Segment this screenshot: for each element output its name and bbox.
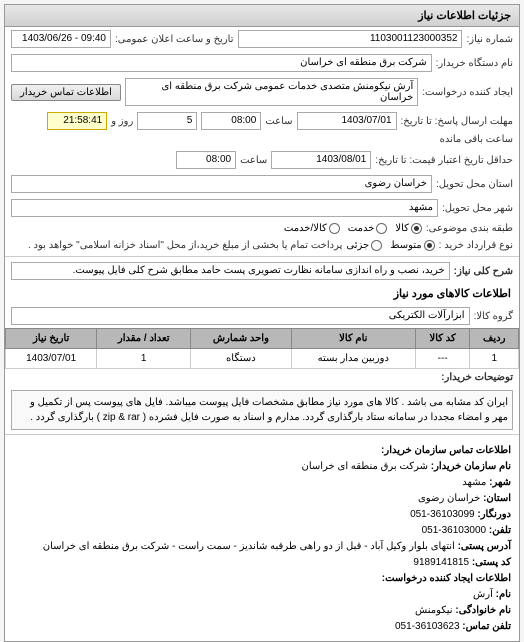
row-agreement-type: نوع قرارداد خرید : متوسط جزئی پرداخت تما… (5, 237, 519, 254)
radio-dot-icon (376, 223, 387, 234)
th-code: کد کالا (415, 329, 470, 349)
days-label: روز و (111, 116, 133, 127)
address: انتهای بلوار وکیل آباد - قبل از دو راهی … (43, 541, 455, 552)
table-row: 1 --- دوربین مدار بسته دستگاه 1 1403/07/… (6, 349, 519, 369)
row-need-title: شرح کلی نیاز: خرید، نصب و راه اندازی سام… (5, 259, 519, 283)
province-label: استان محل تحویل: (436, 179, 513, 190)
creator-phone: 36103623-051 (395, 621, 460, 632)
row-classification: طبقه بندی موضوعی: کالا خدمت کالا/خدمت (5, 220, 519, 237)
goods-table: ردیف کد کالا نام کالا واحد شمارش تعداد /… (5, 328, 519, 369)
contact-province-label: استان: (483, 493, 511, 504)
row-validity: حداقل تاریخ اعتبار قیمت: تا تاریخ: 1403/… (5, 148, 519, 172)
buyer-org-field: شرکت برق منطقه ای خراسان (11, 54, 432, 72)
response-time-field: 08:00 (201, 112, 261, 130)
response-time-label: ساعت (265, 116, 292, 127)
td-row: 1 (470, 349, 519, 369)
days-field: 5 (137, 112, 197, 130)
org-name-label: نام سازمان خریدار: (431, 461, 511, 472)
remaining-label: ساعت باقی مانده (440, 134, 513, 145)
fax-label: دورنگار: (477, 509, 511, 520)
request-number-field: 1103001123000352 (238, 30, 463, 48)
budget-label: طبقه بندی موضوعی: (426, 223, 513, 234)
creator-contact-title: اطلاعات ایجاد کننده درخواست: (13, 571, 511, 587)
row-description: توضیحات خریدار: (5, 369, 519, 386)
creator-field: آرش نیکومنش متصدی خدمات عمومی شرکت برق م… (125, 78, 418, 106)
creator-label: ایجاد کننده درخواست: (422, 87, 513, 98)
validity-time-label: ساعت (240, 155, 267, 166)
city-field: مشهد (11, 199, 438, 217)
name-label: نام: (496, 589, 511, 600)
contact-province: خراسان رضوی (418, 493, 480, 504)
fax: 36103099-051 (410, 509, 475, 520)
th-date: تاریخ نیاز (6, 329, 97, 349)
row-response-deadline: مهلت ارسال پاسخ: تا تاریخ: 1403/07/01 سا… (5, 109, 519, 148)
response-date-field: 1403/07/01 (297, 112, 397, 130)
lastname-label: نام خانوادگی: (455, 605, 511, 616)
request-number-label: شماره نیاز: (466, 34, 513, 45)
td-code: --- (415, 349, 470, 369)
description-label: توضیحات خریدار: (441, 372, 513, 383)
radio-dot-icon (411, 223, 422, 234)
agreement-radio-group: متوسط جزئی (346, 240, 434, 251)
td-unit: دستگاه (191, 349, 292, 369)
th-unit: واحد شمارش (191, 329, 292, 349)
row-request-number: شماره نیاز: 1103001123000352 تاریخ و ساع… (5, 27, 519, 51)
radio-khedmat[interactable]: خدمت (348, 223, 388, 234)
remaining-field: 21:58:41 (47, 112, 107, 130)
goods-section-title: اطلاعات کالاهای مورد نیاز (5, 283, 519, 304)
th-name: نام کالا (291, 329, 415, 349)
th-qty: تعداد / مقدار (97, 329, 191, 349)
table-header-row: ردیف کد کالا نام کالا واحد شمارش تعداد /… (6, 329, 519, 349)
contact-section: اطلاعات تماس سازمان خریدار: نام سازمان خ… (5, 437, 519, 641)
postal: 9189141815 (413, 557, 469, 568)
contact-buyer-button[interactable]: اطلاعات تماس خریدار (11, 84, 121, 101)
province-field: خراسان رضوی (11, 175, 432, 193)
row-buyer-org: نام دستگاه خریدار: شرکت برق منطقه ای خرا… (5, 51, 519, 75)
agreement-type-label: نوع قرارداد خرید : (439, 240, 513, 251)
goods-group-field: ابزارآلات الکتریکی (11, 307, 470, 325)
need-title-field: خرید، نصب و راه اندازی سامانه نظارت تصوی… (11, 262, 450, 280)
datetime-label: تاریخ و ساعت اعلان عمومی: (115, 34, 234, 45)
contact-phone-label: تلفن تماس: (462, 621, 511, 632)
radio-minor[interactable]: جزئی (346, 240, 382, 251)
creator-lastname: نیکومنش (415, 605, 453, 616)
postal-label: کد پستی: (472, 557, 511, 568)
validity-time-field: 08:00 (176, 151, 236, 169)
contact-title: اطلاعات تماس سازمان خریدار: (13, 443, 511, 459)
row-goods-group: گروه کالا: ابزارآلات الکتریکی (5, 304, 519, 328)
radio-dot-icon (424, 240, 435, 251)
main-panel: جزئیات اطلاعات نیاز شماره نیاز: 11030011… (4, 4, 520, 642)
th-row: ردیف (470, 329, 519, 349)
contact-city: مشهد (462, 477, 486, 488)
td-name: دوربین مدار بسته (291, 349, 415, 369)
radio-dot-icon (371, 240, 382, 251)
validity-date-field: 1403/08/01 (271, 151, 371, 169)
panel-title: جزئیات اطلاعات نیاز (5, 5, 519, 27)
creator-name: آرش (473, 589, 493, 600)
radio-dot-icon (329, 223, 340, 234)
radio-both[interactable]: کالا/خدمت (284, 223, 340, 234)
response-deadline-label: مهلت ارسال پاسخ: تا تاریخ: (401, 116, 513, 127)
row-city: شهر محل تحویل: مشهد (5, 196, 519, 220)
agreement-note: پرداخت تمام یا بخشی از مبلغ خرید،از محل … (28, 240, 342, 251)
description-text: ایران کد مشابه می باشد . کالا های مورد ن… (11, 390, 513, 430)
row-creator: ایجاد کننده درخواست: آرش نیکومنش متصدی خ… (5, 75, 519, 109)
validity-label: حداقل تاریخ اعتبار قیمت: تا تاریخ: (375, 155, 513, 166)
budget-radio-group: کالا خدمت کالا/خدمت (284, 223, 422, 234)
td-date: 1403/07/01 (6, 349, 97, 369)
org-name: شرکت برق منطقه ای خراسان (301, 461, 428, 472)
radio-kala[interactable]: کالا (395, 223, 422, 234)
goods-group-label: گروه کالا: (474, 311, 513, 322)
address-label: آدرس پستی: (458, 541, 511, 552)
need-title-label: شرح کلی نیاز: (454, 266, 513, 277)
row-province: استان محل تحویل: خراسان رضوی (5, 172, 519, 196)
phone-label: تلفن: (489, 525, 511, 536)
datetime-field: 09:40 - 1403/06/26 (11, 30, 111, 48)
contact-city-label: شهر: (489, 477, 511, 488)
td-qty: 1 (97, 349, 191, 369)
buyer-org-label: نام دستگاه خریدار: (436, 58, 513, 69)
phone: 36103000-051 (422, 525, 487, 536)
radio-medium[interactable]: متوسط (390, 240, 434, 251)
city-label: شهر محل تحویل: (442, 203, 513, 214)
